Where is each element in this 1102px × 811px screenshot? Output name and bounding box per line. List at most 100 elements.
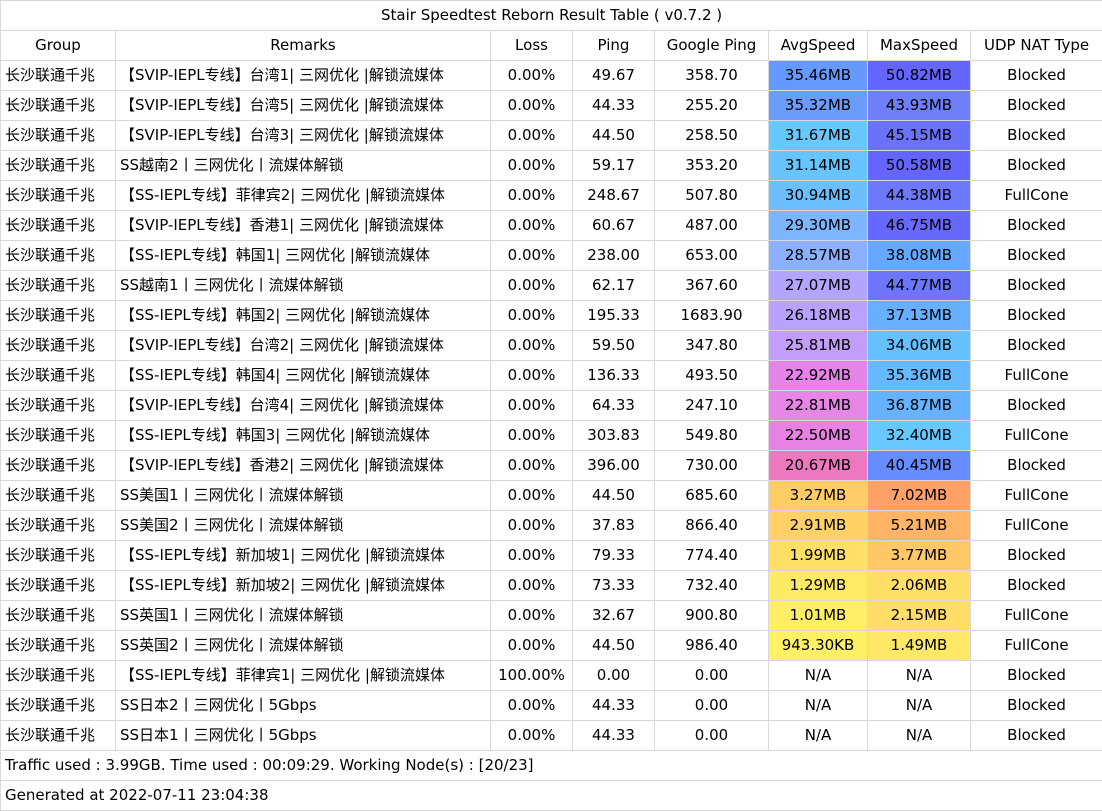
ping-cell: 303.83 bbox=[573, 421, 655, 451]
google-ping-cell: 1683.90 bbox=[655, 301, 769, 331]
group-cell: 长沙联通千兆 bbox=[1, 481, 116, 511]
google-ping-cell: 353.20 bbox=[655, 151, 769, 181]
udp-nat-type-cell: Blocked bbox=[971, 661, 1102, 691]
maxspeed-cell: N/A bbox=[868, 691, 971, 721]
remarks-cell: 【SVIP-IEPL专线】台湾5| 三网优化 |解锁流媒体 bbox=[116, 91, 491, 121]
group-cell: 长沙联通千兆 bbox=[1, 631, 116, 661]
remarks-cell: 【SS-IEPL专线】韩国4| 三网优化 |解锁流媒体 bbox=[116, 361, 491, 391]
google-ping-cell: 347.80 bbox=[655, 331, 769, 361]
group-cell: 长沙联通千兆 bbox=[1, 91, 116, 121]
remarks-cell: 【SS-IEPL专线】新加坡1| 三网优化 |解锁流媒体 bbox=[116, 541, 491, 571]
column-header-udp-nat-type: UDP NAT Type bbox=[971, 31, 1102, 61]
remarks-cell: SS英国2丨三网优化丨流媒体解锁 bbox=[116, 631, 491, 661]
google-ping-cell: 258.50 bbox=[655, 121, 769, 151]
google-ping-cell: 730.00 bbox=[655, 451, 769, 481]
remarks-cell: 【SS-IEPL专线】菲律宾2| 三网优化 |解锁流媒体 bbox=[116, 181, 491, 211]
maxspeed-cell: 2.06MB bbox=[868, 571, 971, 601]
udp-nat-type-cell: Blocked bbox=[971, 121, 1102, 151]
loss-cell: 0.00% bbox=[491, 391, 573, 421]
column-header-google-ping: Google Ping bbox=[655, 31, 769, 61]
loss-cell: 0.00% bbox=[491, 631, 573, 661]
ping-cell: 136.33 bbox=[573, 361, 655, 391]
group-cell: 长沙联通千兆 bbox=[1, 241, 116, 271]
maxspeed-cell: 2.15MB bbox=[868, 601, 971, 631]
loss-cell: 0.00% bbox=[491, 511, 573, 541]
google-ping-cell: 0.00 bbox=[655, 661, 769, 691]
avgspeed-cell: 35.46MB bbox=[769, 61, 868, 91]
column-header-avgspeed: AvgSpeed bbox=[769, 31, 868, 61]
loss-cell: 0.00% bbox=[491, 691, 573, 721]
ping-cell: 32.67 bbox=[573, 601, 655, 631]
maxspeed-cell: 50.58MB bbox=[868, 151, 971, 181]
avgspeed-cell: 29.30MB bbox=[769, 211, 868, 241]
avgspeed-cell: N/A bbox=[769, 691, 868, 721]
group-cell: 长沙联通千兆 bbox=[1, 211, 116, 241]
avgspeed-cell: N/A bbox=[769, 661, 868, 691]
ping-cell: 37.83 bbox=[573, 511, 655, 541]
remarks-cell: 【SVIP-IEPL专线】台湾2| 三网优化 |解锁流媒体 bbox=[116, 331, 491, 361]
maxspeed-cell: 43.93MB bbox=[868, 91, 971, 121]
google-ping-cell: 247.10 bbox=[655, 391, 769, 421]
remarks-cell: 【SVIP-IEPL专线】香港1| 三网优化 |解锁流媒体 bbox=[116, 211, 491, 241]
loss-cell: 0.00% bbox=[491, 61, 573, 91]
remarks-cell: SS日本1丨三网优化丨5Gbps bbox=[116, 721, 491, 751]
udp-nat-type-cell: FullCone bbox=[971, 481, 1102, 511]
google-ping-cell: 685.60 bbox=[655, 481, 769, 511]
group-cell: 长沙联通千兆 bbox=[1, 541, 116, 571]
google-ping-cell: 732.40 bbox=[655, 571, 769, 601]
group-cell: 长沙联通千兆 bbox=[1, 271, 116, 301]
loss-cell: 0.00% bbox=[491, 301, 573, 331]
udp-nat-type-cell: Blocked bbox=[971, 151, 1102, 181]
google-ping-cell: 358.70 bbox=[655, 61, 769, 91]
avgspeed-cell: 31.67MB bbox=[769, 121, 868, 151]
maxspeed-cell: 46.75MB bbox=[868, 211, 971, 241]
group-cell: 长沙联通千兆 bbox=[1, 721, 116, 751]
loss-cell: 0.00% bbox=[491, 151, 573, 181]
udp-nat-type-cell: FullCone bbox=[971, 421, 1102, 451]
udp-nat-type-cell: Blocked bbox=[971, 391, 1102, 421]
loss-cell: 0.00% bbox=[491, 271, 573, 301]
udp-nat-type-cell: Blocked bbox=[971, 301, 1102, 331]
remarks-cell: SS越南1丨三网优化丨流媒体解锁 bbox=[116, 271, 491, 301]
column-header-ping: Ping bbox=[573, 31, 655, 61]
footer-row-traffic: Traffic used : 3.99GB. Time used : 00:09… bbox=[1, 751, 1102, 781]
google-ping-cell: 900.80 bbox=[655, 601, 769, 631]
google-ping-cell: 866.40 bbox=[655, 511, 769, 541]
udp-nat-type-cell: Blocked bbox=[971, 241, 1102, 271]
header-row: Group Remarks Loss Ping Google Ping AvgS… bbox=[1, 31, 1102, 61]
loss-cell: 0.00% bbox=[491, 721, 573, 751]
ping-cell: 195.33 bbox=[573, 301, 655, 331]
udp-nat-type-cell: Blocked bbox=[971, 451, 1102, 481]
remarks-cell: 【SVIP-IEPL专线】台湾4| 三网优化 |解锁流媒体 bbox=[116, 391, 491, 421]
avgspeed-cell: 20.67MB bbox=[769, 451, 868, 481]
remarks-cell: 【SS-IEPL专线】韩国3| 三网优化 |解锁流媒体 bbox=[116, 421, 491, 451]
remarks-cell: 【SS-IEPL专线】韩国2| 三网优化 |解锁流媒体 bbox=[116, 301, 491, 331]
ping-cell: 44.50 bbox=[573, 481, 655, 511]
avgspeed-cell: 943.30KB bbox=[769, 631, 868, 661]
avgspeed-cell: 1.99MB bbox=[769, 541, 868, 571]
ping-cell: 59.17 bbox=[573, 151, 655, 181]
loss-cell: 0.00% bbox=[491, 571, 573, 601]
maxspeed-cell: 32.40MB bbox=[868, 421, 971, 451]
avgspeed-cell: 30.94MB bbox=[769, 181, 868, 211]
remarks-cell: 【SS-IEPL专线】新加坡2| 三网优化 |解锁流媒体 bbox=[116, 571, 491, 601]
ping-cell: 59.50 bbox=[573, 331, 655, 361]
avgspeed-cell: 1.01MB bbox=[769, 601, 868, 631]
avgspeed-cell: N/A bbox=[769, 721, 868, 751]
google-ping-cell: 255.20 bbox=[655, 91, 769, 121]
